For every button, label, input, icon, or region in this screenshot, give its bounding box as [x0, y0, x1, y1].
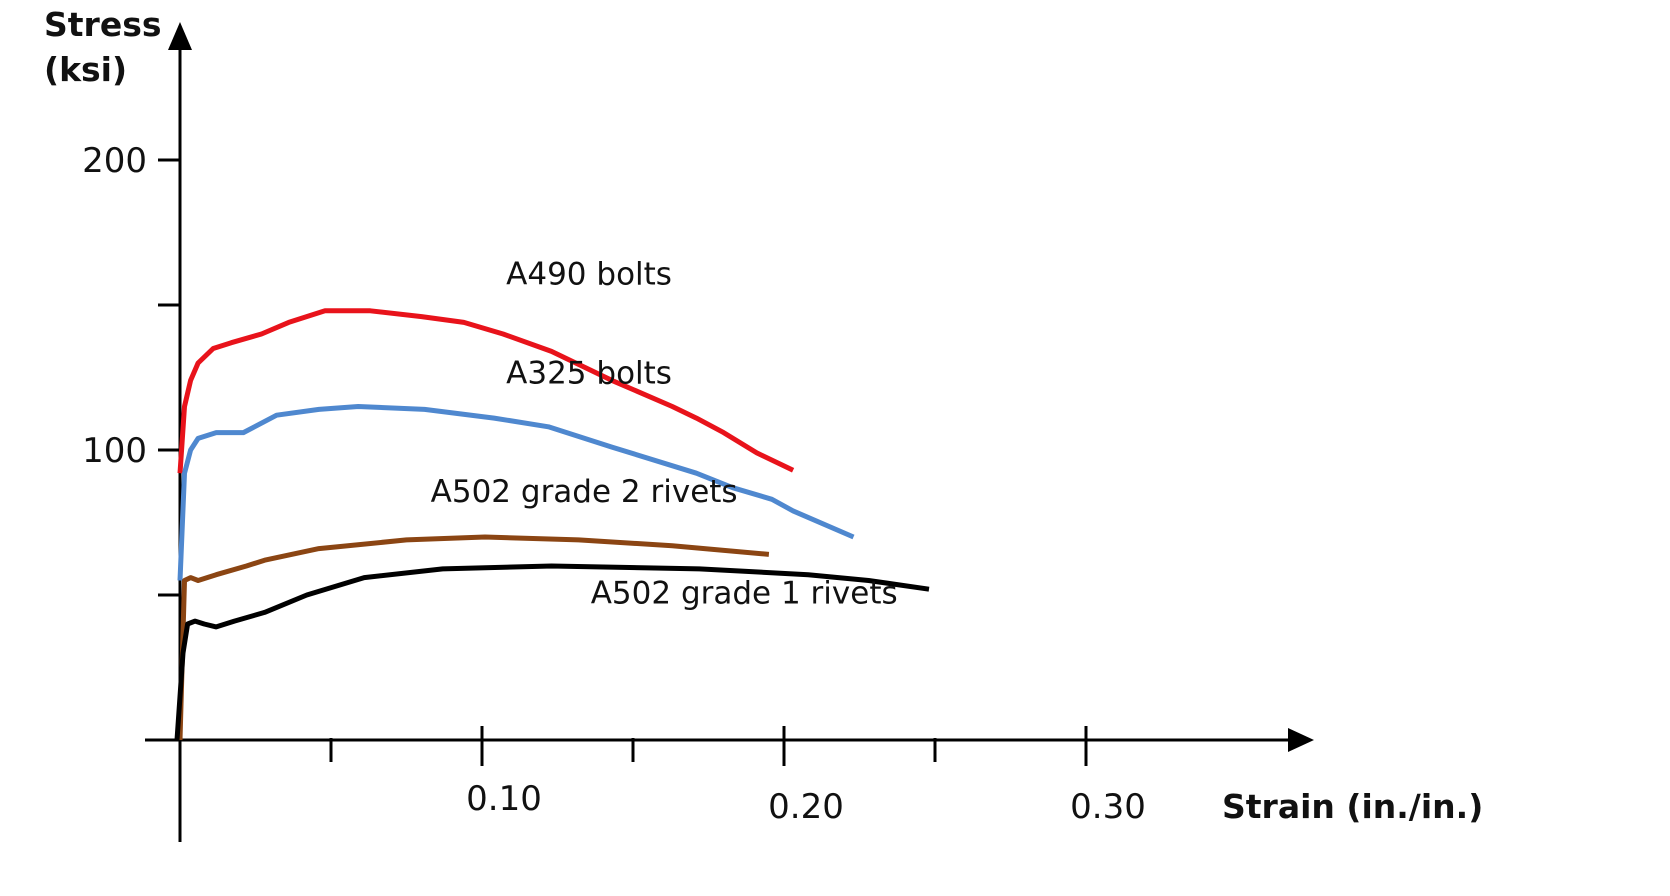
annotation-a502-grade-2-rivets: A502 grade 2 rivets: [431, 474, 738, 510]
series-line-a325-bolts: [177, 404, 855, 581]
annotation-a325-bolts: A325 bolts: [506, 355, 672, 391]
x-tick-label-1: 0.10: [466, 779, 542, 819]
y-tick-label-1: 100: [82, 431, 147, 471]
series-annotations: A490 bolts A325 bolts A502 grade 2 rivets A…: [431, 257, 898, 612]
series-line-a490-bolts: [177, 308, 795, 474]
x-axis-arrow: [1288, 728, 1314, 752]
x-tick-label-5: 0.30: [1070, 787, 1146, 827]
series-curves: [174, 308, 930, 741]
y-tick-label-3: 200: [82, 141, 147, 181]
axes: [145, 22, 1314, 842]
annotation-a502-grade-1-rivets: A502 grade 1 rivets: [591, 576, 898, 612]
annotation-a490-bolts: A490 bolts: [506, 257, 672, 293]
x-axis-title: Strain (in./in.): [1222, 787, 1483, 826]
series-line-a502-grade-2-rivets: [177, 534, 770, 741]
series-line-a502-grade-1-rivets: [174, 563, 930, 741]
y-axis-title-line-1: Stress: [44, 5, 161, 44]
x-tick-label-3: 0.20: [768, 787, 844, 827]
ticks: 0.10 0.20 0.30 100 200: [82, 141, 1146, 827]
y-axis-arrow: [168, 22, 192, 50]
y-axis-title-line-2: (ksi): [44, 50, 127, 89]
